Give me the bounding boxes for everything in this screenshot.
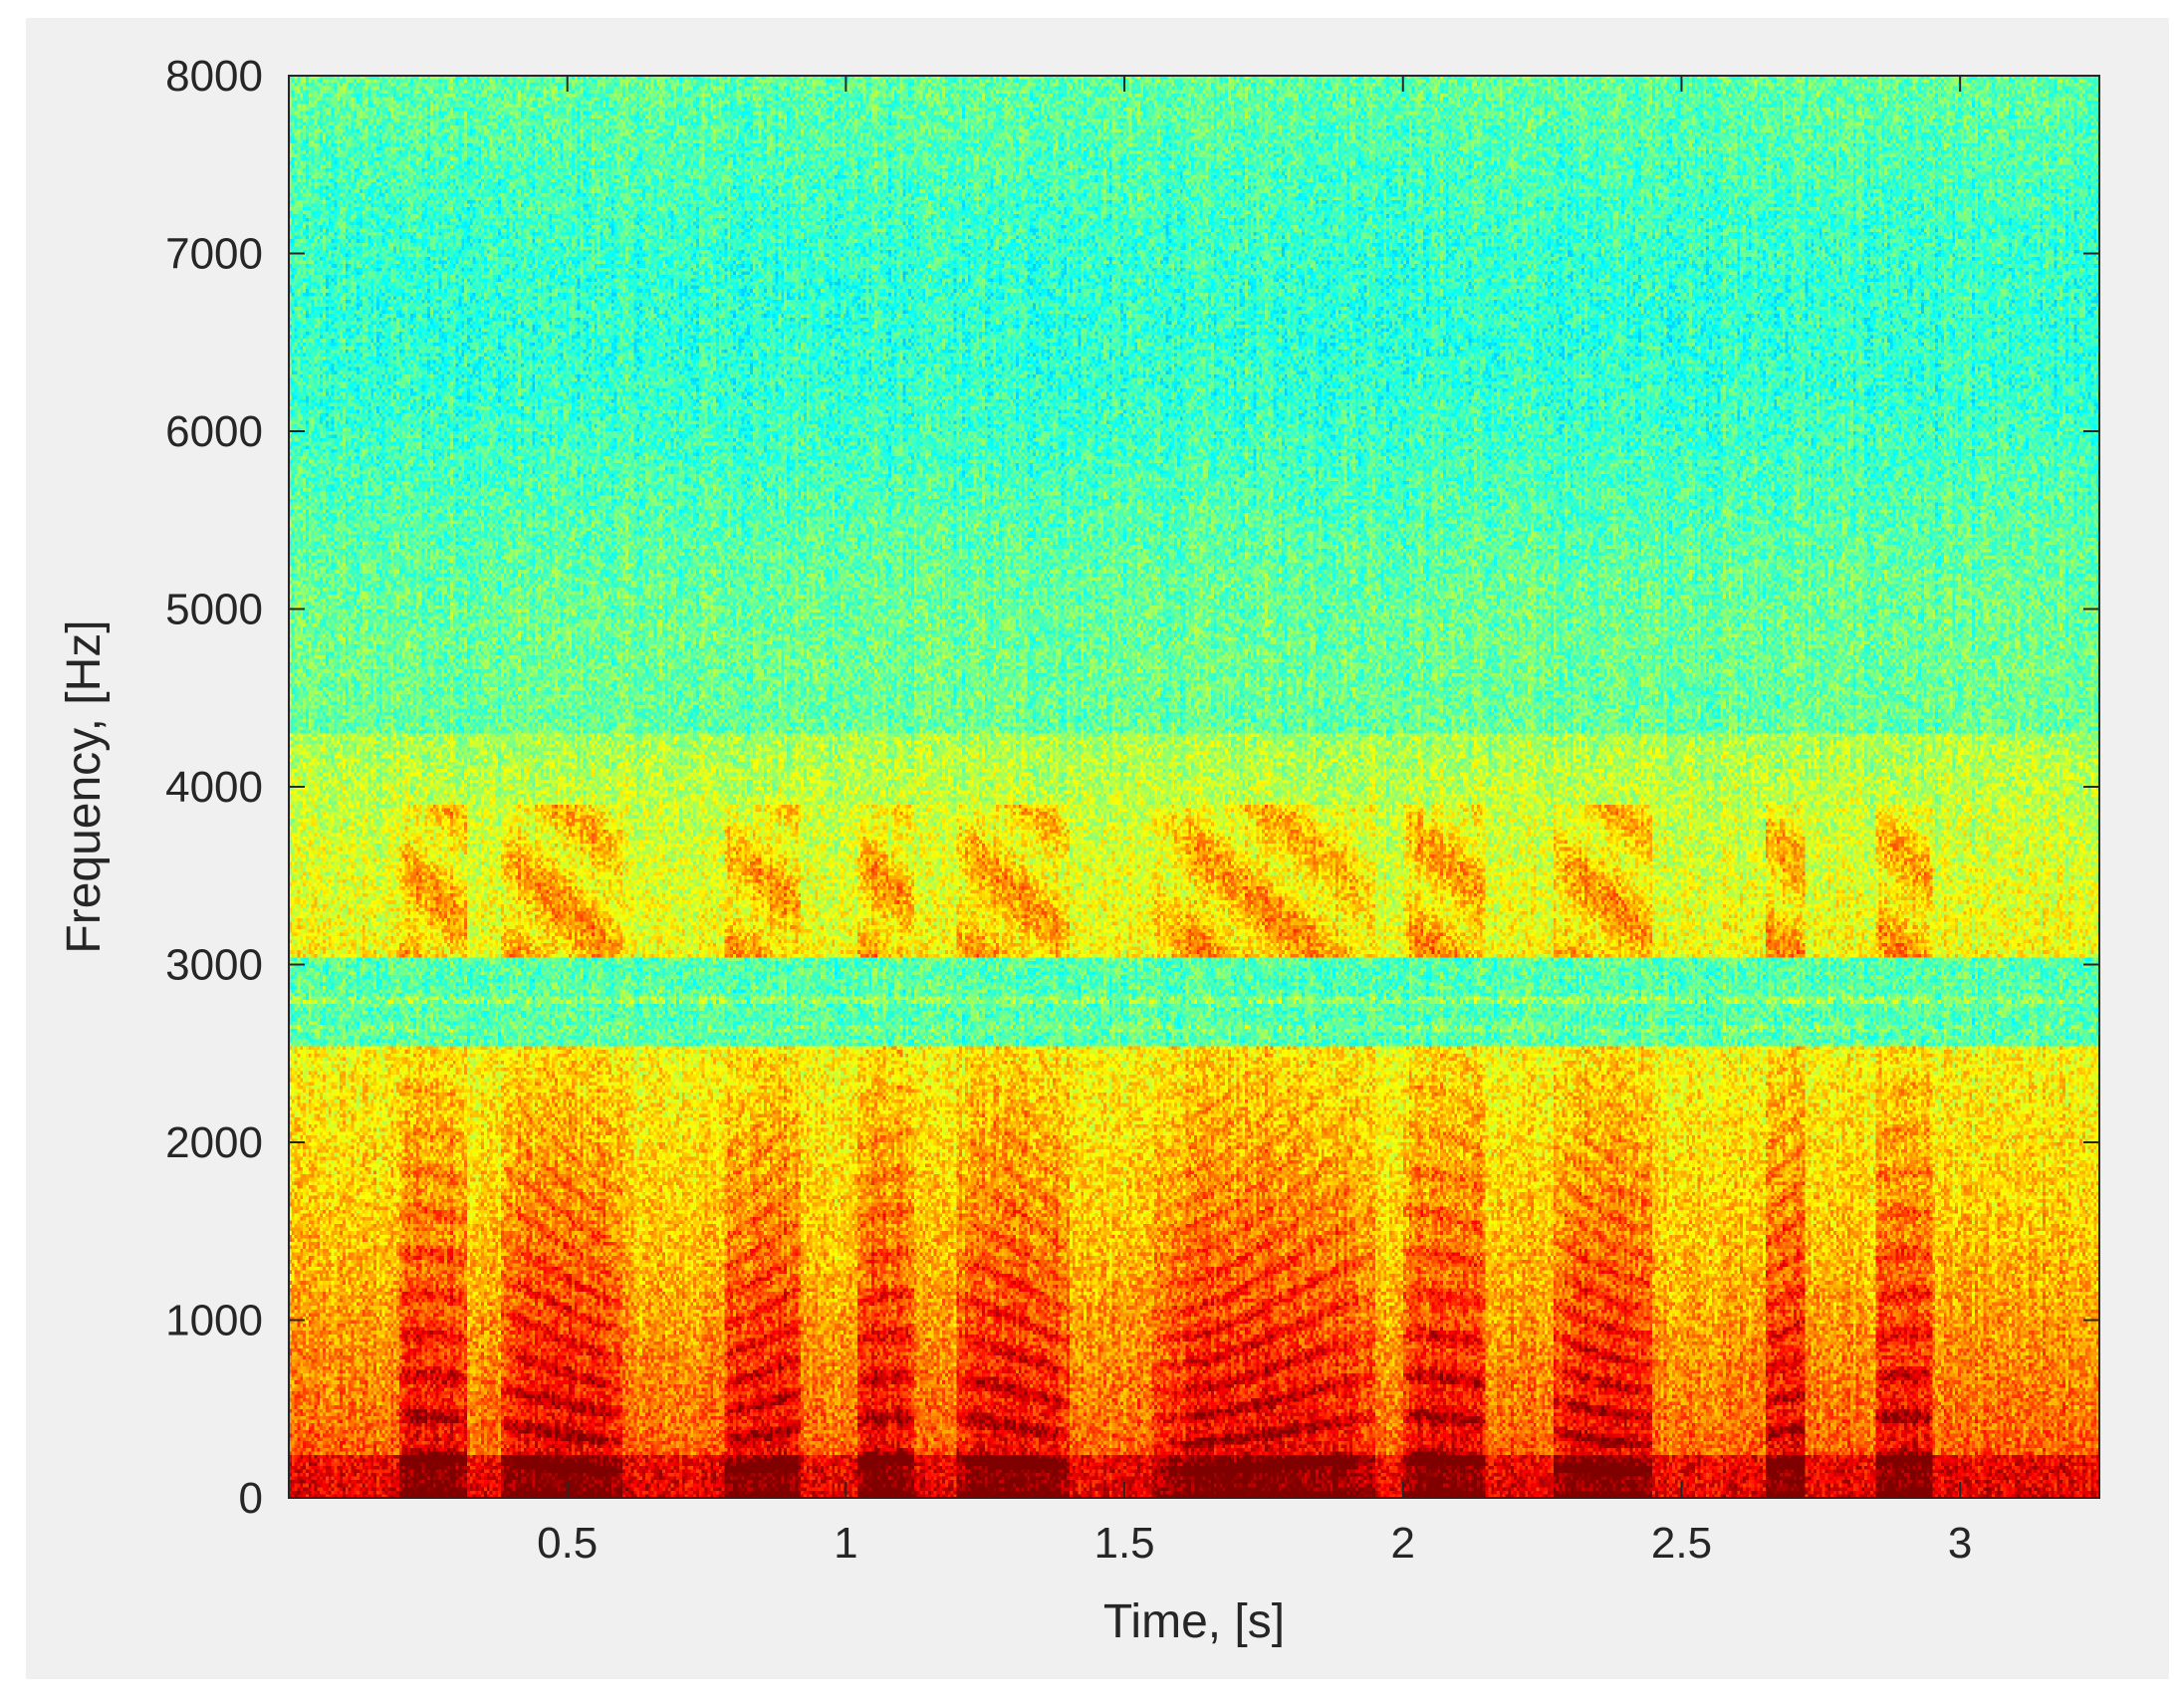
spectrogram-heatmap	[289, 76, 2099, 1498]
x-tick-label: 1	[834, 1519, 857, 1568]
y-tick-label: 4000	[165, 763, 263, 812]
y-tick-label: 3000	[165, 941, 263, 990]
x-tick-label: 2	[1391, 1519, 1415, 1568]
x-tick-label: 1.5	[1093, 1519, 1154, 1568]
x-tick-label: 0.5	[537, 1519, 598, 1568]
y-tick-label: 5000	[165, 586, 263, 634]
y-tick-label: 8000	[165, 52, 263, 101]
x-axis-ticks: 0.5 1 1.5 2 2.5 3	[537, 76, 1972, 1568]
y-axis-ticks: 0 1000 2000 3000 4000 5000 6000 7000 8000	[165, 52, 2099, 1523]
y-tick-label: 2000	[165, 1118, 263, 1167]
x-axis-label: Time, [s]	[1103, 1595, 1285, 1648]
plot-area	[288, 75, 2100, 1499]
y-tick-label: 6000	[165, 407, 263, 456]
y-tick-label: 0	[239, 1474, 263, 1523]
x-tick-label: 2.5	[1651, 1519, 1712, 1568]
y-axis-label: Frequency, [Hz]	[58, 619, 111, 953]
y-tick-label: 7000	[165, 230, 263, 279]
x-tick-label: 3	[1948, 1519, 1972, 1568]
y-tick-label: 1000	[165, 1297, 263, 1345]
